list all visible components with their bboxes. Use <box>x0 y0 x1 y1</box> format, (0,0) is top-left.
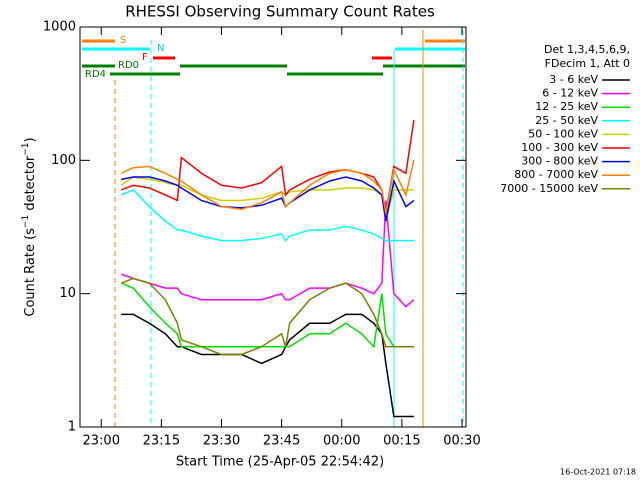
flag-label: N <box>157 43 164 54</box>
legend-label: 6 - 12 keV <box>542 87 598 100</box>
y-label-part: Count Rate (s <box>23 228 38 317</box>
y-tick-label: 1000 <box>43 20 76 35</box>
y-label-sup: −1 <box>21 215 31 228</box>
x-tick-label: 23:00 <box>83 434 120 449</box>
flag-label: RD4 <box>85 69 106 80</box>
legend-label: 100 - 300 keV <box>521 141 598 154</box>
flag-label: RD0 <box>118 60 139 71</box>
series-line <box>120 160 415 214</box>
series-line <box>120 189 414 242</box>
x-tick-label: 23:30 <box>203 434 240 449</box>
legend-header: Det 1,3,4,5,6,9, <box>544 43 630 56</box>
x-tick-label: 23:15 <box>143 434 180 449</box>
y-tick-label: 10 <box>59 286 76 301</box>
series-line <box>121 313 414 418</box>
flag-label: F <box>142 52 148 63</box>
footer: 16-Oct-2021 07:18 <box>560 468 636 477</box>
x-axis-label: Start Time (25-Apr-05 22:54:42) <box>176 455 384 470</box>
y-tick-label: 1 <box>68 420 76 435</box>
legend-label: 25 - 50 keV <box>535 114 598 127</box>
chart-title: RHESSI Observing Summary Count Rates <box>125 3 435 21</box>
x-tick-label: 23:45 <box>263 434 300 449</box>
plot-frame <box>79 26 467 428</box>
legend-label: 50 - 100 keV <box>528 127 598 140</box>
series-line <box>121 277 414 356</box>
flag-bars <box>82 39 465 76</box>
x-tick-label: 00:15 <box>383 434 420 449</box>
y-label-sup: −1 <box>21 142 31 155</box>
series-line <box>121 200 415 308</box>
legend-label: 300 - 800 keV <box>521 155 598 168</box>
flag-label: S <box>120 35 126 46</box>
legend-label: 12 - 25 keV <box>535 100 598 113</box>
legend-label: 3 - 6 keV <box>549 73 598 86</box>
y-tick-label: 100 <box>51 153 76 168</box>
x-tick-label: 00:00 <box>323 434 360 449</box>
legend-label: 800 - 7000 keV <box>514 168 598 181</box>
x-tick-label: 00:30 <box>443 434 480 449</box>
y-label-part: ) <box>23 137 38 142</box>
y-label-part: detector <box>23 155 38 215</box>
y-axis-label: Count Rate (s−1 detector−1) <box>21 137 38 316</box>
legend-label: 7000 - 15000 keV <box>500 182 598 195</box>
legend-header: FDecim 1, Att 0 <box>545 57 630 70</box>
